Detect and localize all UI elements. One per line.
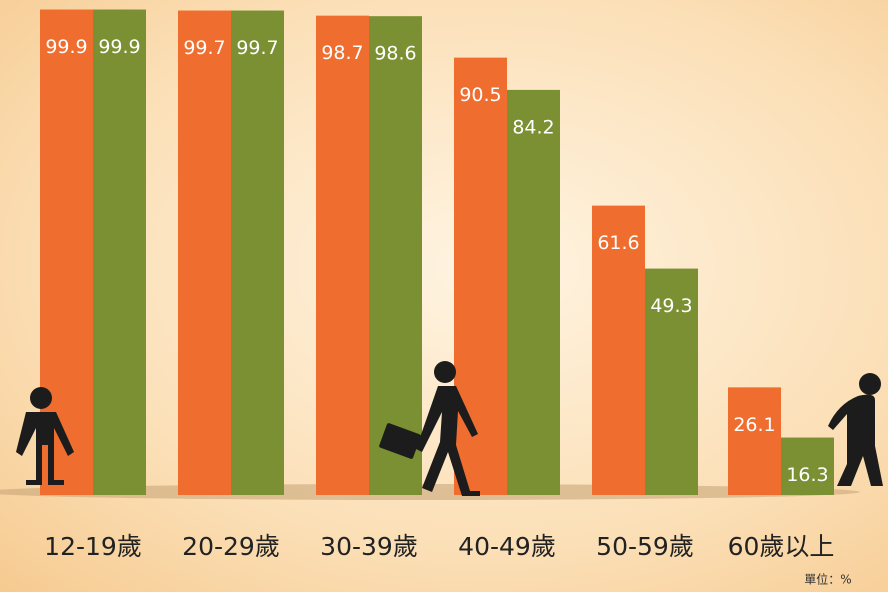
value-label: 84.2: [512, 116, 554, 138]
bar: [454, 58, 507, 495]
x-tick-label: 50-59歲: [596, 532, 694, 561]
bar: [178, 11, 231, 495]
value-label: 99.9: [98, 36, 140, 58]
value-label: 98.7: [321, 42, 363, 64]
value-label: 49.3: [650, 295, 692, 317]
bar: [728, 387, 781, 495]
x-tick-label: 40-49歲: [458, 532, 556, 561]
value-label: 90.5: [459, 84, 501, 106]
x-tick-label: 20-29歲: [182, 532, 280, 561]
bar: [369, 16, 422, 495]
value-label: 99.7: [236, 37, 278, 59]
value-label: 61.6: [597, 232, 639, 254]
x-tick-label: 30-39歲: [320, 532, 418, 561]
value-label: 16.3: [786, 464, 828, 486]
value-label: 98.6: [374, 43, 416, 65]
unit-note: 單位：%: [804, 572, 851, 587]
x-tick-label: 12-19歲: [44, 532, 142, 561]
value-label: 99.7: [183, 37, 225, 59]
value-label: 99.9: [45, 36, 87, 58]
bar: [231, 11, 284, 495]
chart: 單位：% 99.9 99.9 12-19歲 99.7 99.7 20-29歲 98.7 98.…: [0, 0, 888, 592]
value-label: 26.1: [733, 414, 775, 436]
x-tick-label: 60歲以上: [728, 532, 835, 561]
bar: [507, 90, 560, 495]
bar: [316, 16, 369, 495]
bar: [93, 10, 146, 495]
